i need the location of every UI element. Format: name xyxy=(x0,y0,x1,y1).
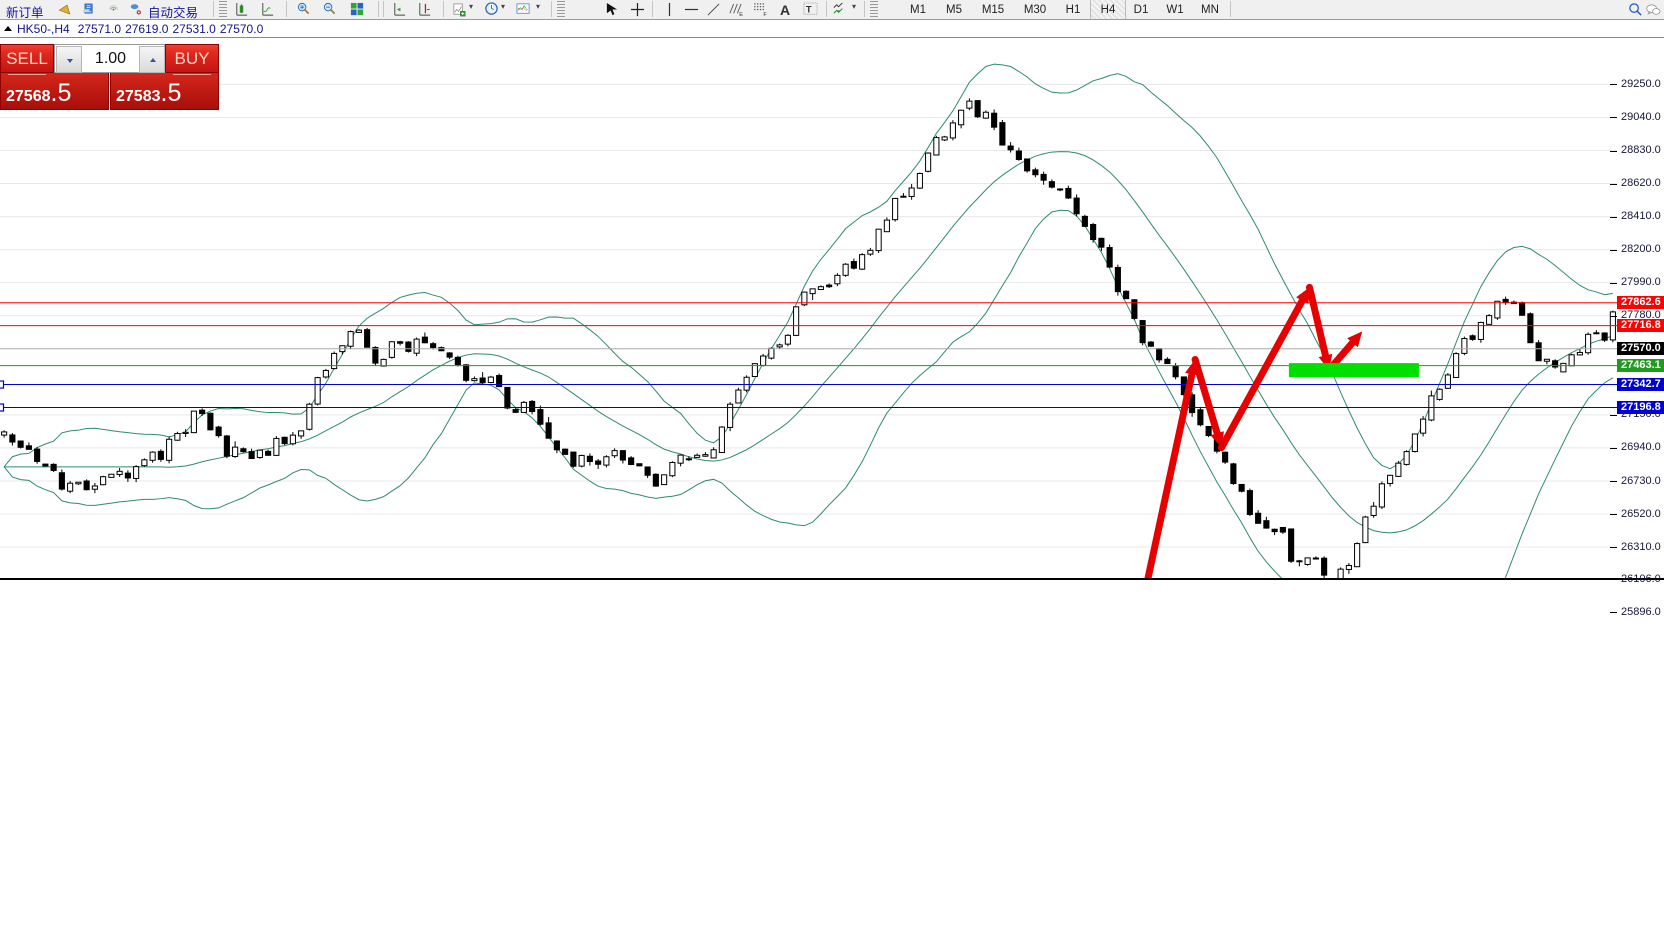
svg-text:E: E xyxy=(739,12,743,17)
svg-text:T: T xyxy=(806,4,812,14)
svg-text:F: F xyxy=(763,12,767,17)
